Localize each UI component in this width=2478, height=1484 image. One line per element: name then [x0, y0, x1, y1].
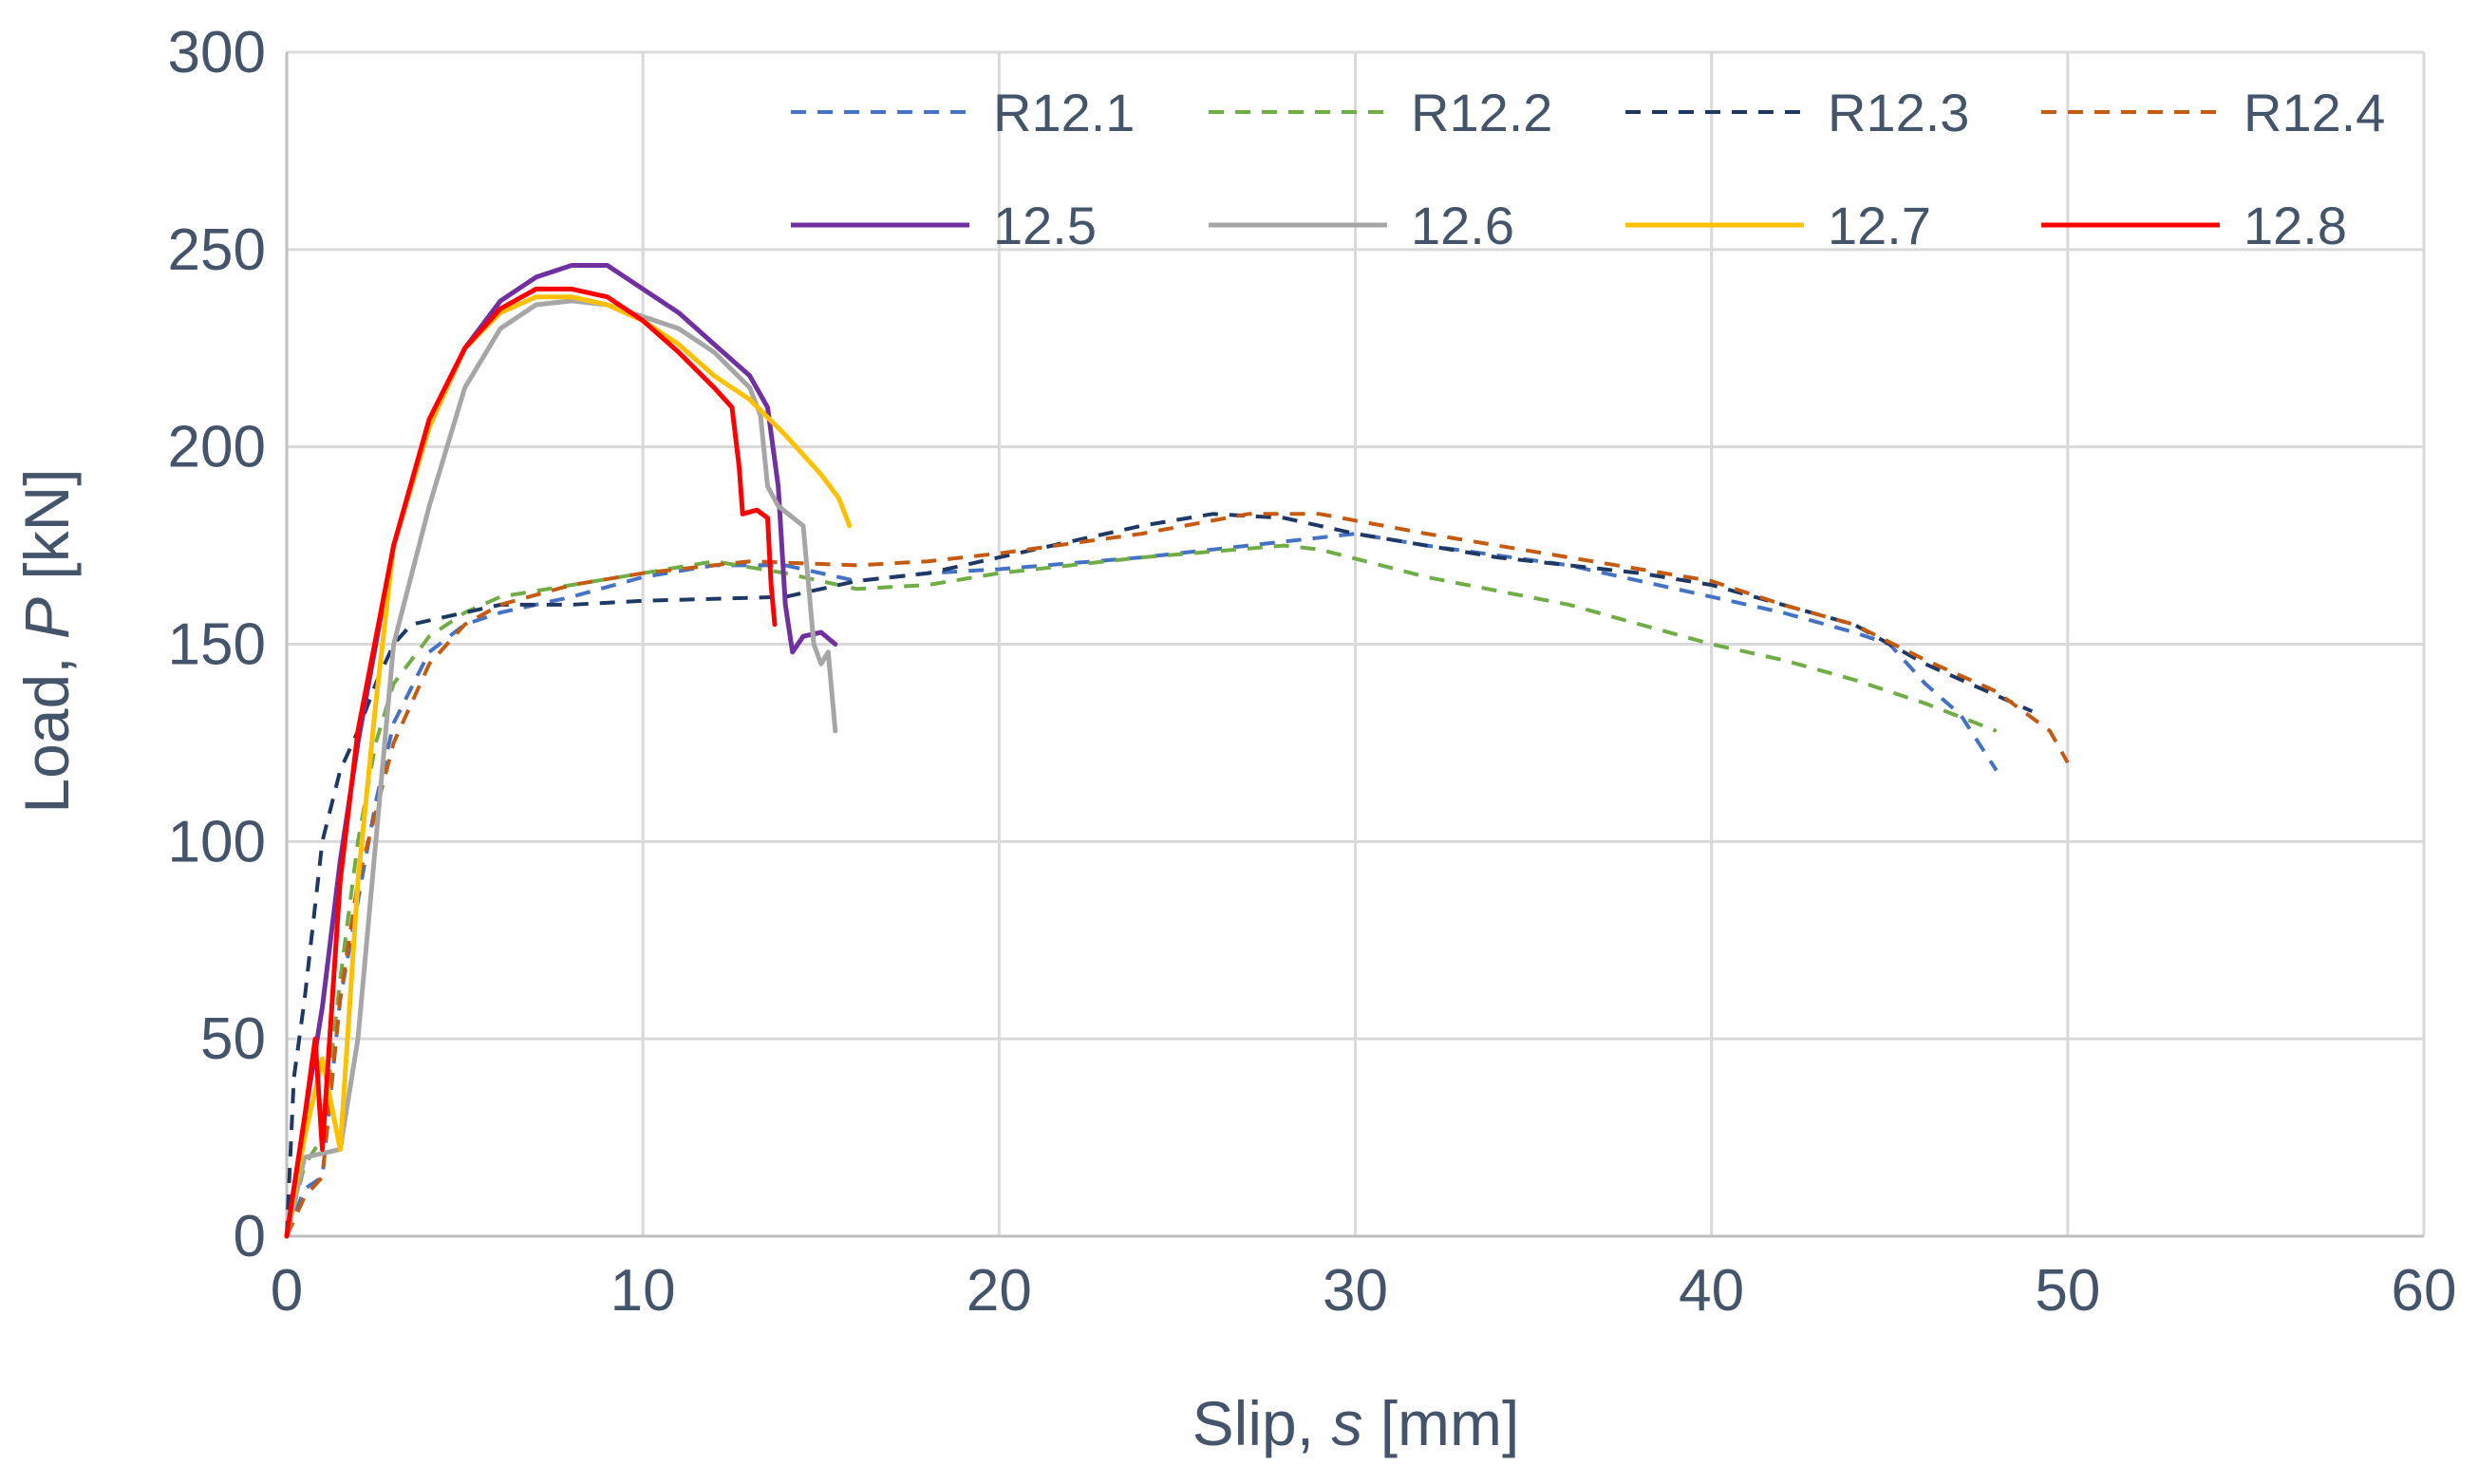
x-axis-title: Slip, s [mm]: [1192, 1388, 1520, 1458]
y-tick-label: 100: [168, 809, 266, 874]
y-tick-label: 300: [168, 20, 266, 85]
x-tick-label: 20: [967, 1258, 1032, 1324]
legend-item-r12-3[interactable]: R12.3: [1625, 83, 1969, 142]
legend-label: R12.3: [1828, 83, 1969, 142]
series-line-12-7: [284, 294, 853, 1239]
legend-item-r12-1[interactable]: R12.1: [791, 83, 1135, 142]
tick-labels: 0 50 100 150 200 250 300 0 10 20 30 40 50 60: [168, 20, 2457, 1324]
x-tick-label: 40: [1679, 1258, 1744, 1324]
y-tick-label: 0: [234, 1204, 266, 1269]
legend-label: 12.5: [993, 196, 1097, 255]
x-tick-label: 50: [2035, 1258, 2100, 1324]
series-line-r12-2: [285, 543, 1998, 1237]
series-line-r12-3: [285, 512, 2034, 1237]
legend-item-r12-4[interactable]: R12.4: [2041, 83, 2385, 142]
legend-item-12-8[interactable]: 12.8: [2041, 196, 2347, 255]
legend-label: R12.4: [2243, 83, 2385, 142]
y-tick-label: 200: [168, 415, 266, 480]
x-tick-label: 60: [2392, 1258, 2457, 1324]
legend-label: 12.8: [2243, 196, 2347, 255]
y-tick-label: 150: [168, 612, 266, 678]
legend-item-r12-2[interactable]: R12.2: [1209, 83, 1552, 142]
series-line-r12-4: [285, 512, 2070, 1237]
y-tick-label: 250: [168, 217, 266, 283]
grid-lines: [285, 50, 2426, 1238]
legend-label: 12.7: [1828, 196, 1931, 255]
legend-label: R12.1: [993, 83, 1135, 142]
series-group: [284, 263, 2070, 1239]
legend-item-12-6[interactable]: 12.6: [1209, 196, 1514, 255]
y-tick-label: 50: [200, 1006, 266, 1072]
legend-item-12-7[interactable]: 12.7: [1625, 196, 1931, 255]
y-axis-title: Load, P [kN]: [11, 468, 82, 813]
legend-label: 12.6: [1411, 196, 1514, 255]
series-line-12-8: [284, 286, 778, 1239]
legend[interactable]: R12.1 R12.2 R12.3 R12.4 12.5 12.6 12.7 12.8: [791, 83, 2385, 255]
axes: [285, 52, 2424, 1238]
legend-item-12-5[interactable]: 12.5: [791, 196, 1097, 255]
x-tick-label: 0: [271, 1258, 303, 1324]
x-tick-label: 10: [610, 1258, 676, 1324]
legend-label: R12.2: [1411, 83, 1552, 142]
x-tick-label: 30: [1323, 1258, 1388, 1324]
series-line-r12-1: [285, 532, 1999, 1237]
